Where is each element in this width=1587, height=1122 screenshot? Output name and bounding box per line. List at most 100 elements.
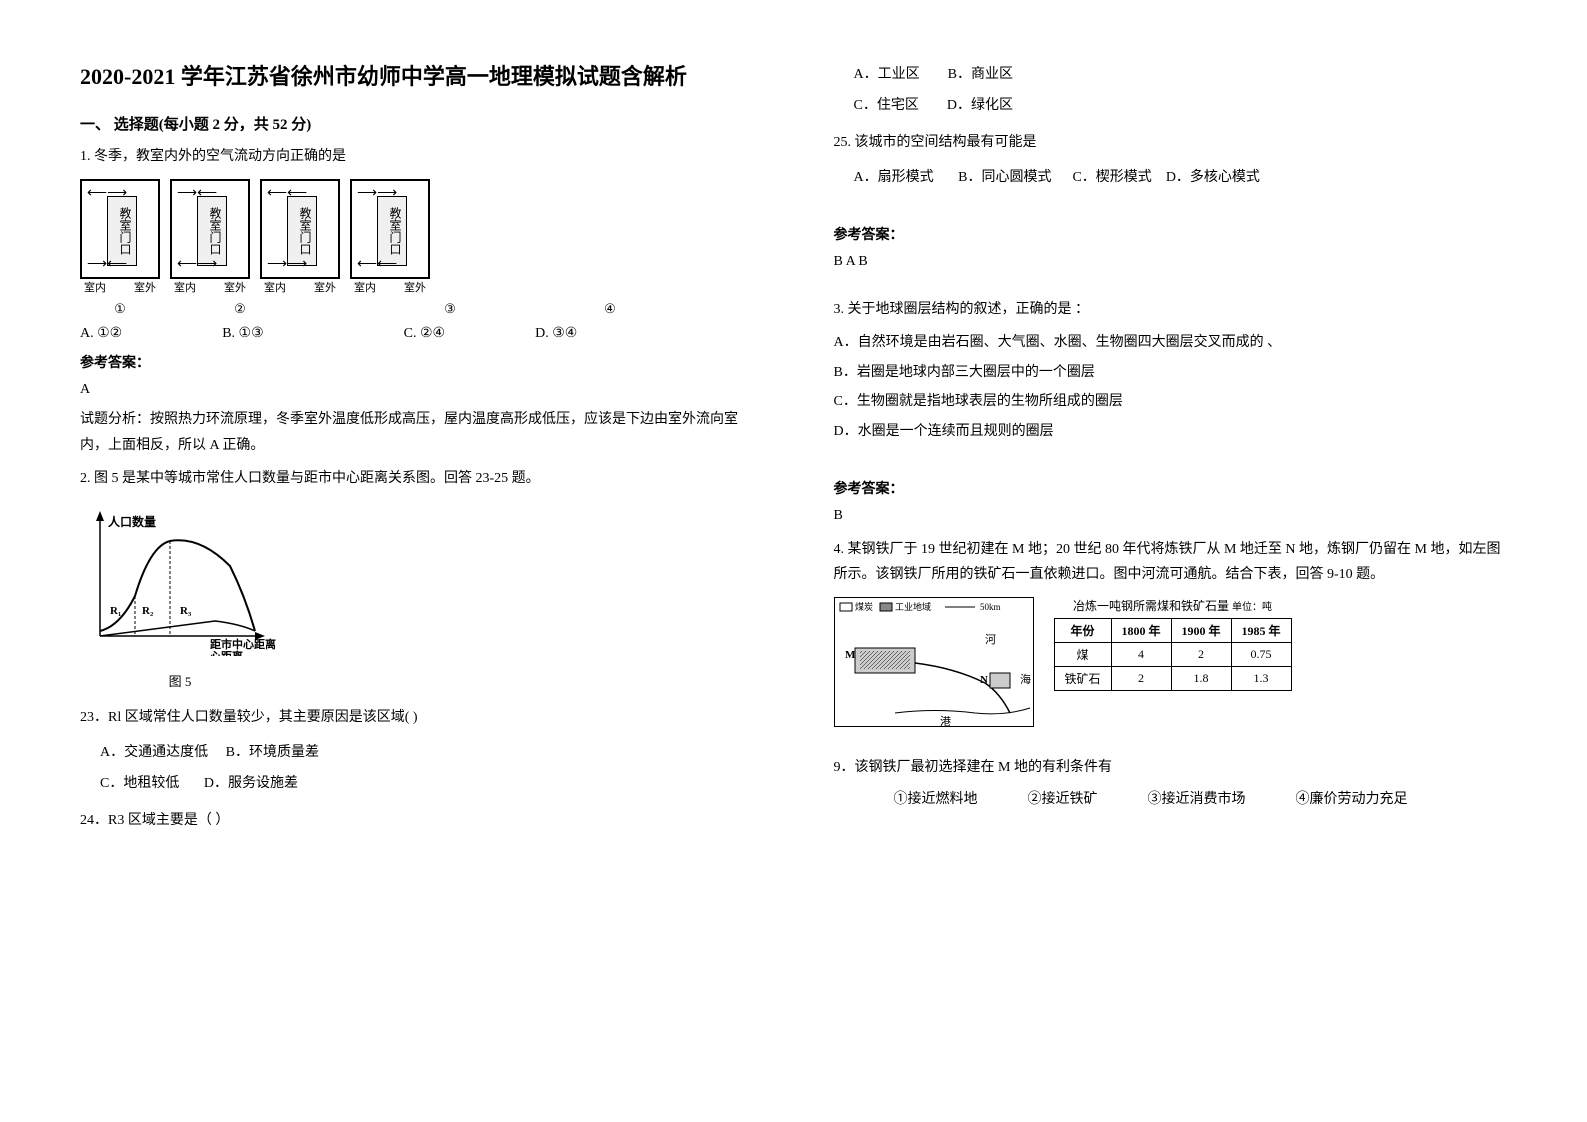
- q25-options: A．扇形模式 B．同心圆模式 C．楔形模式 D．多核心模式: [854, 163, 1508, 194]
- diagram-numbers: ① ② ③ ④: [80, 301, 754, 317]
- answer-label: 参考答案：: [834, 478, 1508, 498]
- outdoor-label: 室外: [134, 279, 156, 295]
- map-table-container: 煤炭 工业地域 50km M 河 N 海 港 冶炼一吨钢所需煤和铁矿石量: [834, 597, 1508, 727]
- q24-options: A．工业区 B．商业区 C．住宅区 D．绿化区: [854, 60, 1508, 122]
- num-4: ④: [590, 301, 630, 317]
- svg-text:50km: 50km: [980, 602, 1001, 612]
- cell: 2: [1171, 642, 1231, 666]
- outdoor-label: 室外: [224, 279, 246, 295]
- opt-3: ③接近消费市场: [1148, 788, 1246, 808]
- option-c: C．地租较低: [100, 776, 179, 791]
- door-1: ⟵⟶ 教室门口 ⟶⟵ 室内 室外: [80, 179, 160, 279]
- arrow-icon: ⟶⟵: [87, 256, 127, 273]
- door-2: ⟶⟵ 教室门口 ⟵⟶ 室内 室外: [170, 179, 250, 279]
- q9-options: ①接近燃料地 ②接近铁矿 ③接近消费市场 ④廉价劳动力充足: [894, 788, 1508, 808]
- table-wrapper: 冶炼一吨钢所需煤和铁矿石量 单位：吨 年份 1800 年 1900 年 1985…: [1054, 597, 1292, 691]
- section-header: 一、 选择题(每小题 2 分，共 52 分): [80, 113, 754, 134]
- th-year: 年份: [1054, 618, 1111, 642]
- option-a: A．交通通达度低: [100, 745, 208, 760]
- arrow-icon: ⟵⟵: [357, 256, 397, 273]
- option-b: B．商业区: [948, 67, 1013, 82]
- q4-text: 4. 某钢铁厂于 19 世纪初建在 M 地；20 世纪 80 年代将炼铁厂从 M…: [834, 537, 1508, 587]
- option-c: C. ②④: [404, 325, 445, 342]
- option-b: B．同心圆模式: [958, 170, 1051, 185]
- option-a: A．扇形模式: [854, 170, 934, 185]
- q9-text: 9．该钢铁厂最初选择建在 M 地的有利条件有: [834, 755, 1508, 780]
- option-b: B．环境质量差: [226, 745, 319, 760]
- option-a: A．自然环境是由岩石圈、大气圈、水圈、生物圈四大圈层交叉而成的 、: [834, 330, 1508, 357]
- num-1: ①: [100, 301, 140, 317]
- option-a: A．工业区: [854, 67, 920, 82]
- q2-answer: B A B: [834, 249, 1508, 274]
- door-3: ⟵⟵ 教室门口 ⟶⟶ 室内 室外: [260, 179, 340, 279]
- indoor-label: 室内: [264, 279, 286, 295]
- door-4: ⟶⟶ 教室门口 ⟵⟵ 室内 室外: [350, 179, 430, 279]
- opt-1: ①接近燃料地: [894, 788, 978, 808]
- chart-caption: 图 5: [80, 671, 280, 690]
- svg-text:港: 港: [940, 715, 951, 728]
- option-d: D．多核心模式: [1166, 170, 1260, 185]
- svg-text:N: N: [980, 674, 988, 686]
- option-b: B. ①③: [222, 325, 263, 342]
- cell: 2: [1111, 666, 1171, 690]
- x-axis-label: 距市中心距离: [210, 637, 276, 651]
- r1-label: R₁: [110, 605, 121, 617]
- q23-options: A．交通通达度低 B．环境质量差 C．地租较低 D．服务设施差: [100, 738, 754, 800]
- svg-text:煤炭: 煤炭: [855, 601, 873, 612]
- indoor-label: 室内: [84, 279, 106, 295]
- q2-intro: 2. 图 5 是某中等城市常住人口数量与距市中心距离关系图。回答 23-25 题…: [80, 466, 754, 491]
- q1-analysis: 试题分析：按照热力环流原理，冬季室外温度低形成高压，屋内温度高形成低压，应该是下…: [80, 407, 754, 457]
- th-1900: 1900 年: [1171, 618, 1231, 642]
- option-c: C．楔形模式: [1072, 170, 1151, 185]
- option-b: B．岩圈是地球内部三大圈层中的一个圈层: [834, 360, 1508, 387]
- option-c: C．住宅区: [854, 98, 919, 113]
- row-coal: 煤: [1054, 642, 1111, 666]
- opt-4: ④廉价劳动力充足: [1296, 788, 1408, 808]
- cell: 0.75: [1231, 642, 1291, 666]
- svg-text:M: M: [845, 649, 856, 661]
- document-title: 2020-2021 学年江苏省徐州市幼师中学高一地理模拟试题含解析: [80, 60, 754, 93]
- q1-options: A. ①② B. ①③ C. ②④ D. ③④: [80, 325, 754, 342]
- arrow-icon: ⟵⟶: [177, 256, 217, 273]
- q1-text: 1. 冬季，教室内外的空气流动方向正确的是: [80, 144, 754, 169]
- option-d: D．绿化区: [947, 98, 1013, 113]
- opt-2: ②接近铁矿: [1028, 788, 1098, 808]
- outdoor-label: 室外: [404, 279, 426, 295]
- outdoor-label: 室外: [314, 279, 336, 295]
- row-iron: 铁矿石: [1054, 666, 1111, 690]
- y-axis-label: 人口数量: [108, 514, 156, 529]
- option-c: C．生物圈就是指地球表层的生物所组成的圈层: [834, 389, 1508, 416]
- q25-text: 25. 该城市的空间结构最有可能是: [834, 130, 1508, 155]
- option-d: D. ③④: [535, 325, 577, 342]
- map-diagram: 煤炭 工业地域 50km M 河 N 海 港: [834, 597, 1034, 727]
- num-3: ③: [430, 301, 470, 317]
- th-1800: 1800 年: [1111, 618, 1171, 642]
- population-chart: 人口数量 R₁ R₂ R₃ 距市中心距离 心距离: [80, 506, 280, 656]
- answer-label: 参考答案：: [834, 224, 1508, 244]
- r3-label: R₃: [180, 605, 192, 617]
- cell: 1.3: [1231, 666, 1291, 690]
- svg-text:海: 海: [1020, 672, 1031, 686]
- arrow-icon: ⟶⟶: [267, 256, 307, 273]
- th-1985: 1985 年: [1231, 618, 1291, 642]
- q24-text: 24．R3 区域主要是（ ）: [80, 808, 754, 833]
- svg-text:工业地域: 工业地域: [895, 601, 931, 612]
- cell: 4: [1111, 642, 1171, 666]
- svg-text:心距离: 心距离: [210, 649, 243, 656]
- cell: 1.8: [1171, 666, 1231, 690]
- svg-text:河: 河: [985, 633, 996, 646]
- r2-label: R₂: [142, 605, 154, 617]
- q3-text: 3. 关于地球圈层结构的叙述，正确的是 ：: [834, 297, 1508, 322]
- q3-answer: B: [834, 503, 1508, 528]
- table-unit: 单位：吨: [1232, 602, 1272, 613]
- option-d: D．服务设施差: [204, 776, 298, 791]
- table-title: 冶炼一吨钢所需煤和铁矿石量 单位：吨: [1054, 597, 1292, 614]
- option-d: D．水圈是一个连续而且规则的圈层: [834, 419, 1508, 446]
- q23-text: 23．Rl 区域常住人口数量较少，其主要原因是该区域( ): [80, 705, 754, 730]
- indoor-label: 室内: [354, 279, 376, 295]
- door-diagram: ⟵⟶ 教室门口 ⟶⟵ 室内 室外 ⟶⟵ 教室门口 ⟵⟶ 室内 室外 ⟵⟵ 教室门…: [80, 179, 754, 279]
- option-a: A. ①②: [80, 325, 122, 342]
- num-2: ②: [220, 301, 260, 317]
- q1-answer: A: [80, 377, 754, 402]
- answer-label: 参考答案：: [80, 352, 754, 372]
